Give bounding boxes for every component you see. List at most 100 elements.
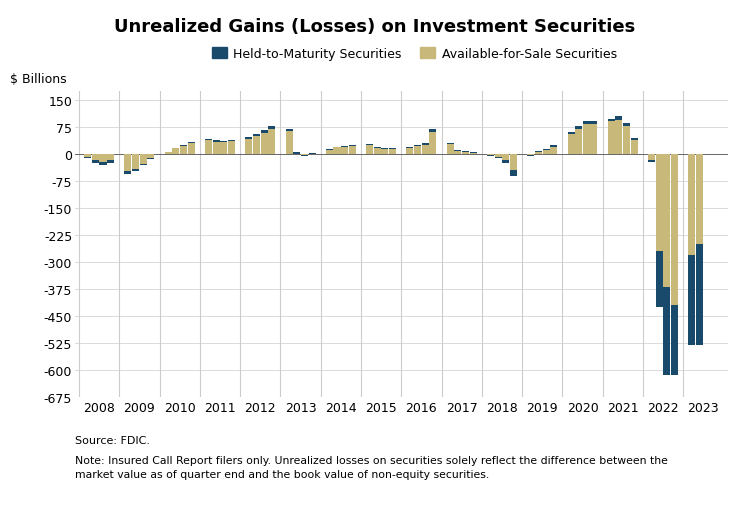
Legend: Held-to-Maturity Securities, Available-for-Sale Securities: Held-to-Maturity Securities, Available-f… — [207, 43, 622, 66]
Bar — [293, 153, 300, 155]
Bar — [696, 155, 703, 244]
Bar — [100, 162, 106, 166]
Bar — [389, 150, 396, 155]
Bar — [286, 130, 292, 131]
Bar — [165, 153, 172, 155]
Bar — [349, 146, 355, 147]
Bar — [503, 155, 509, 161]
Bar — [188, 144, 195, 155]
Bar — [220, 143, 227, 155]
Bar — [550, 147, 557, 155]
Bar — [616, 117, 622, 120]
Bar — [527, 156, 534, 157]
Bar — [374, 148, 381, 149]
Bar — [510, 155, 517, 171]
Bar — [406, 147, 413, 149]
Bar — [656, 155, 663, 251]
Bar — [172, 149, 179, 155]
Bar — [494, 155, 502, 157]
Bar — [366, 145, 374, 146]
Bar — [696, 244, 703, 345]
Bar — [542, 150, 550, 151]
Bar — [623, 126, 630, 155]
Bar — [575, 127, 582, 130]
Bar — [656, 251, 663, 307]
Bar — [671, 155, 678, 305]
Bar — [301, 155, 308, 156]
Bar — [550, 146, 557, 147]
Bar — [326, 150, 333, 151]
Bar — [245, 138, 252, 139]
Bar — [447, 144, 454, 145]
Bar — [535, 152, 542, 153]
Bar — [429, 133, 436, 155]
Bar — [341, 147, 348, 155]
Bar — [487, 155, 494, 156]
Bar — [308, 154, 316, 155]
Bar — [454, 151, 461, 152]
Bar — [382, 149, 388, 150]
Bar — [671, 305, 678, 376]
Bar — [422, 146, 429, 155]
Bar — [293, 153, 300, 155]
Bar — [213, 141, 220, 143]
Bar — [228, 140, 235, 142]
Bar — [470, 153, 477, 154]
Bar — [140, 164, 147, 166]
Text: Note: Insured Call Report filers only. Unrealized losses on securities solely re: Note: Insured Call Report filers only. U… — [75, 456, 668, 478]
Bar — [688, 255, 695, 345]
Bar — [510, 171, 517, 177]
Bar — [124, 155, 131, 172]
Bar — [631, 141, 638, 155]
Bar — [92, 155, 99, 161]
Bar — [286, 131, 292, 155]
Bar — [462, 152, 469, 153]
Bar — [447, 145, 454, 155]
Bar — [180, 147, 187, 155]
Bar — [268, 127, 275, 130]
Bar — [608, 122, 615, 155]
Bar — [527, 155, 534, 156]
Bar — [366, 146, 374, 155]
Bar — [245, 139, 252, 155]
Bar — [590, 122, 598, 125]
Bar — [616, 120, 622, 155]
Bar — [268, 130, 275, 155]
Bar — [260, 131, 268, 134]
Bar — [92, 161, 99, 164]
Bar — [220, 142, 227, 143]
Bar — [583, 122, 590, 125]
Text: $ Billions: $ Billions — [10, 73, 66, 86]
Bar — [462, 153, 469, 155]
Bar — [648, 161, 655, 162]
Bar — [414, 146, 421, 147]
Bar — [308, 154, 316, 155]
Bar — [334, 147, 340, 148]
Bar — [213, 143, 220, 155]
Bar — [623, 124, 630, 126]
Bar — [542, 151, 550, 155]
Bar — [124, 172, 131, 175]
Bar — [382, 150, 388, 155]
Bar — [107, 161, 114, 164]
Bar — [590, 125, 598, 155]
Bar — [301, 156, 308, 157]
Bar — [583, 125, 590, 155]
Bar — [132, 170, 140, 172]
Bar — [84, 155, 92, 157]
Bar — [260, 134, 268, 155]
Bar — [228, 142, 235, 155]
Bar — [422, 144, 429, 146]
Bar — [148, 155, 154, 159]
Bar — [132, 155, 140, 170]
Bar — [406, 149, 413, 155]
Bar — [414, 147, 421, 155]
Bar — [568, 133, 574, 135]
Bar — [188, 143, 195, 144]
Bar — [503, 161, 509, 164]
Bar — [470, 154, 477, 155]
Bar — [494, 157, 502, 159]
Bar — [253, 136, 260, 155]
Bar — [205, 141, 212, 155]
Bar — [663, 288, 670, 376]
